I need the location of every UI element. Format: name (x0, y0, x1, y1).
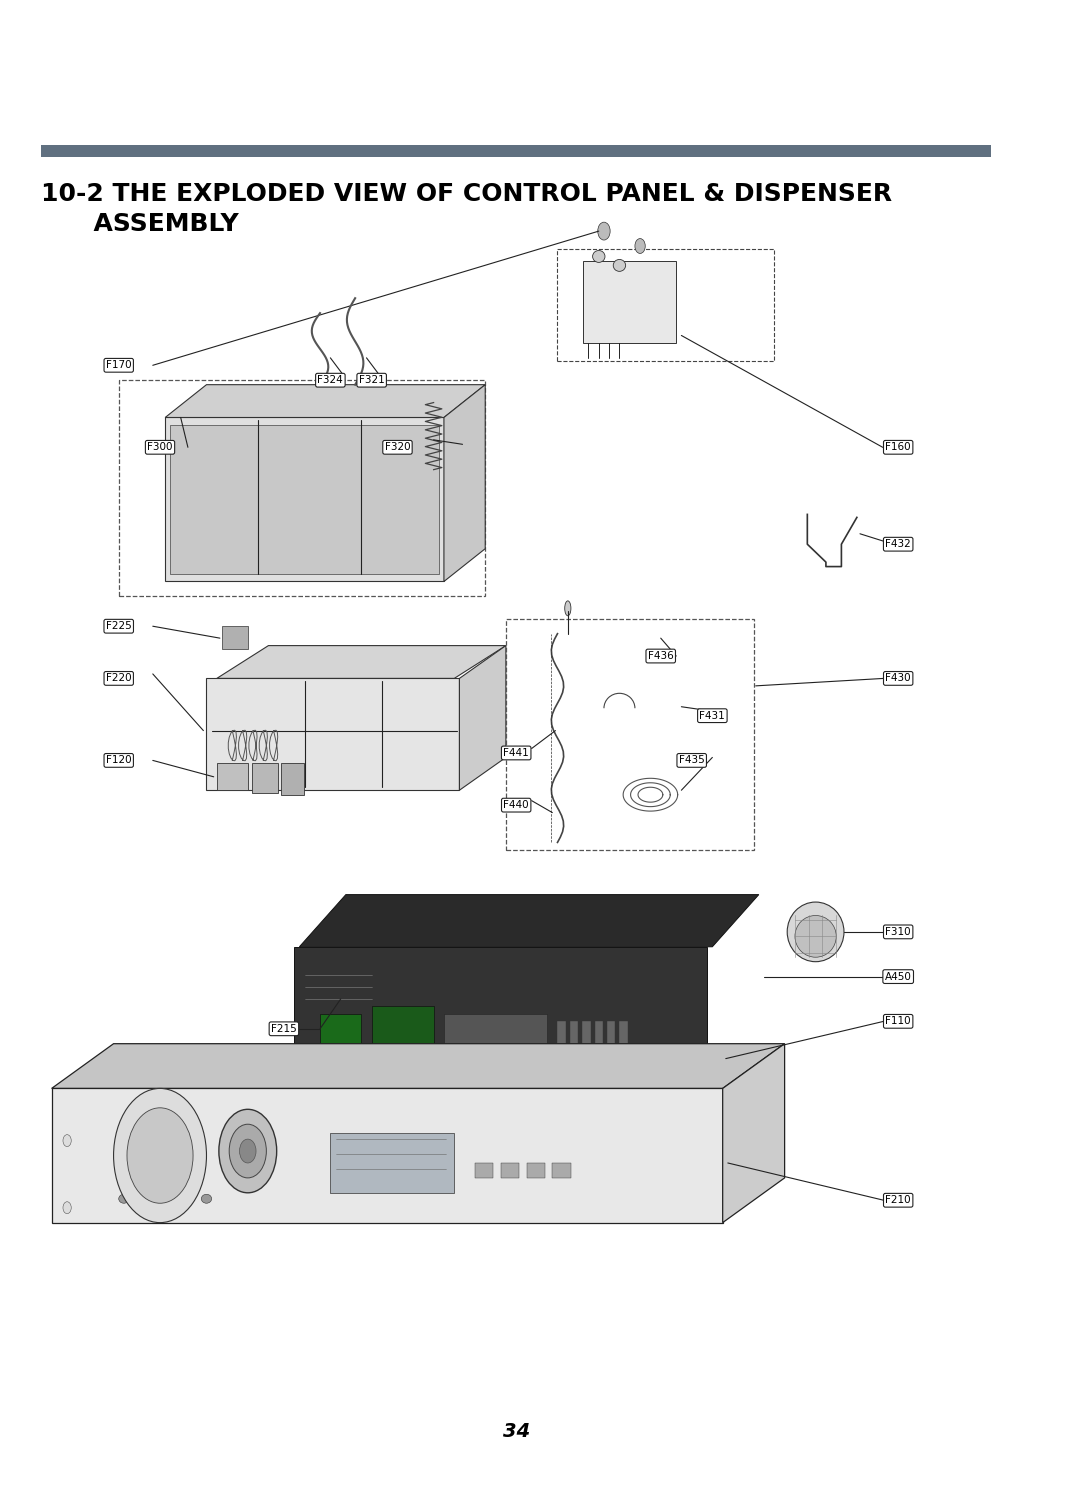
Text: F170: F170 (106, 361, 132, 370)
Text: 34: 34 (502, 1422, 530, 1440)
Polygon shape (52, 1044, 785, 1088)
Text: F300: F300 (147, 443, 173, 452)
Circle shape (219, 1109, 276, 1193)
Bar (582, 1021, 591, 1044)
Bar (570, 1021, 578, 1044)
Text: F321: F321 (359, 376, 384, 385)
Polygon shape (52, 1088, 723, 1223)
Bar (119, 380, 485, 596)
Polygon shape (299, 895, 759, 947)
Ellipse shape (613, 259, 625, 271)
Text: F215: F215 (271, 1024, 297, 1033)
Text: ASSEMBLY: ASSEMBLY (41, 212, 239, 236)
Text: F210: F210 (886, 1196, 912, 1205)
Ellipse shape (160, 1194, 171, 1203)
Bar (171, 425, 438, 574)
Polygon shape (165, 385, 485, 417)
Bar (557, 249, 774, 361)
Text: F225: F225 (106, 622, 132, 631)
Text: F431: F431 (700, 711, 726, 720)
Text: F110: F110 (886, 1017, 912, 1026)
Bar (607, 1021, 616, 1044)
Bar (444, 1014, 548, 1051)
Text: F220: F220 (106, 674, 132, 683)
Circle shape (635, 239, 645, 253)
Bar (557, 1021, 566, 1044)
Polygon shape (444, 385, 485, 581)
Text: F432: F432 (886, 540, 912, 549)
Bar (217, 763, 247, 790)
Circle shape (63, 1202, 71, 1214)
Ellipse shape (565, 601, 571, 616)
Bar (552, 1163, 571, 1178)
Text: F310: F310 (886, 927, 912, 936)
Circle shape (597, 222, 610, 240)
Bar (475, 1163, 494, 1178)
Text: F436: F436 (648, 652, 674, 661)
Bar (595, 1021, 603, 1044)
Bar (501, 1163, 519, 1178)
Ellipse shape (787, 902, 843, 962)
Polygon shape (723, 1044, 785, 1223)
Text: F320: F320 (384, 443, 410, 452)
Bar (320, 1014, 362, 1051)
Circle shape (113, 1088, 206, 1223)
Circle shape (240, 1139, 256, 1163)
Bar (330, 1133, 455, 1193)
Bar (620, 1021, 627, 1044)
Text: 10-2 THE EXPLODED VIEW OF CONTROL PANEL & DISPENSER: 10-2 THE EXPLODED VIEW OF CONTROL PANEL … (41, 182, 892, 206)
Polygon shape (206, 678, 459, 790)
Ellipse shape (201, 1194, 212, 1203)
Text: F120: F120 (106, 756, 132, 765)
Circle shape (63, 1135, 71, 1147)
Bar (252, 763, 278, 793)
Circle shape (127, 1108, 193, 1203)
Polygon shape (459, 646, 505, 790)
Polygon shape (217, 646, 505, 678)
Ellipse shape (119, 1194, 129, 1203)
Bar (505, 619, 754, 850)
Ellipse shape (139, 1194, 150, 1203)
Ellipse shape (593, 250, 605, 262)
Polygon shape (294, 947, 707, 1074)
Bar (281, 763, 303, 795)
Bar (41, 145, 991, 157)
Text: F160: F160 (886, 443, 912, 452)
Bar (527, 1163, 545, 1178)
Text: F324: F324 (318, 376, 343, 385)
Bar (583, 261, 676, 343)
Text: F435: F435 (679, 756, 704, 765)
Bar (222, 626, 247, 649)
Circle shape (229, 1124, 267, 1178)
Text: F440: F440 (503, 801, 529, 810)
Text: F441: F441 (503, 748, 529, 757)
Text: A450: A450 (885, 972, 912, 981)
Ellipse shape (180, 1194, 191, 1203)
Ellipse shape (795, 915, 836, 957)
Bar (372, 1006, 433, 1059)
Polygon shape (165, 417, 444, 581)
Text: F430: F430 (886, 674, 912, 683)
